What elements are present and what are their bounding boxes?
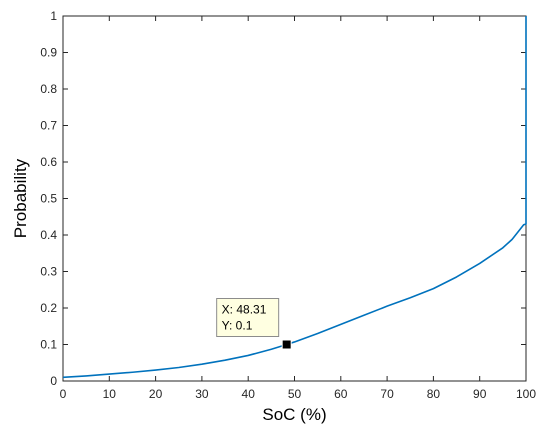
datatip[interactable]: X: 48.31 Y: 0.1 xyxy=(216,298,292,350)
datatip-x-text: X: 48.31 xyxy=(222,303,267,317)
y-tick-label: 0.2 xyxy=(40,301,57,315)
y-tick-label: 0.9 xyxy=(40,46,57,60)
y-tick-label: 0 xyxy=(50,374,57,388)
datatip-box xyxy=(216,298,280,337)
x-tick-label: 100 xyxy=(516,387,536,401)
y-axis-ticks: 0 0.1 0.2 0.3 0.4 0.5 0.6 0.7 0.8 0.9 1 xyxy=(40,9,526,388)
y-tick-label: 0.8 xyxy=(40,82,57,96)
x-tick-label: 90 xyxy=(473,387,487,401)
y-tick-label: 0.7 xyxy=(40,119,57,133)
x-tick-label: 40 xyxy=(242,387,256,401)
plot-area xyxy=(62,15,527,382)
y-tick-label: 0.4 xyxy=(40,228,57,242)
y-axis-title: Probability xyxy=(11,158,30,238)
series-layer xyxy=(62,16,527,379)
x-tick-label: 30 xyxy=(195,387,209,401)
datatip-marker[interactable] xyxy=(281,339,292,350)
x-tick-label: 60 xyxy=(334,387,348,401)
x-axis-title: SoC (%) xyxy=(262,405,326,424)
y-tick-label: 0.1 xyxy=(40,338,57,352)
y-tick-label: 0.6 xyxy=(40,155,57,169)
x-axis-ticks: 0 10 20 30 40 50 60 70 80 90 100 xyxy=(60,16,536,401)
x-tick-label: 10 xyxy=(103,387,117,401)
series-line xyxy=(62,16,527,379)
y-tick-label: 0.3 xyxy=(40,265,57,279)
x-tick-label: 20 xyxy=(149,387,163,401)
y-tick-label: 0.5 xyxy=(40,192,57,206)
datatip-y-text: Y: 0.1 xyxy=(222,319,253,333)
x-tick-label: 50 xyxy=(288,387,302,401)
x-tick-label: 0 xyxy=(60,387,67,401)
y-tick-label: 1 xyxy=(50,9,57,23)
x-tick-label: 80 xyxy=(427,387,441,401)
x-tick-label: 70 xyxy=(380,387,394,401)
